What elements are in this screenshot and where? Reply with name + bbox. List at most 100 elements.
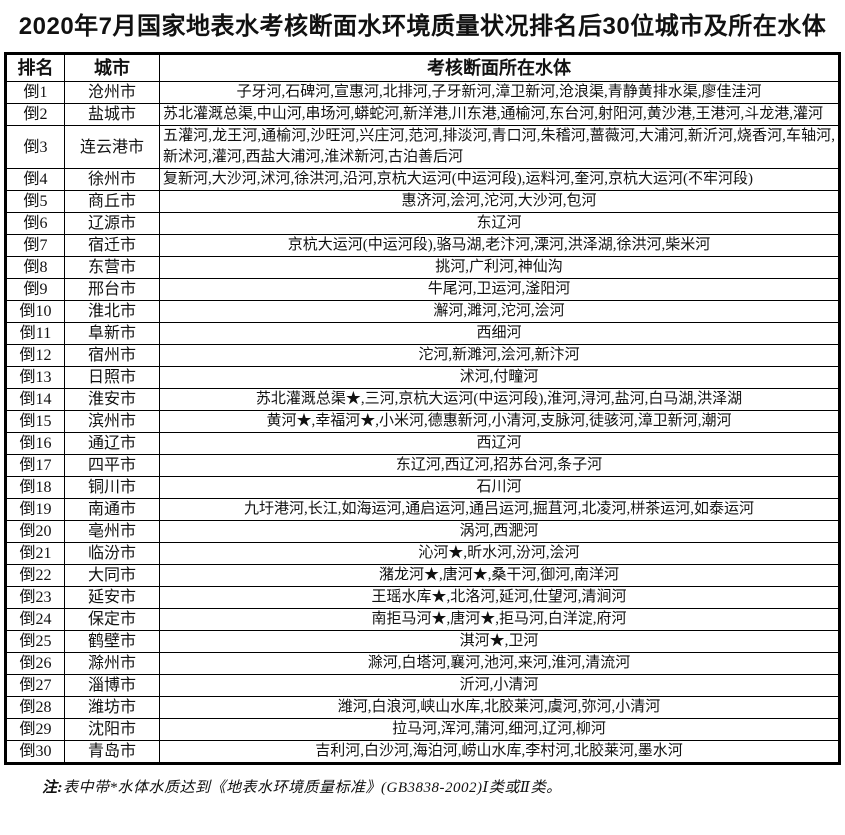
rank-cell: 倒9 — [5, 278, 65, 301]
rank-cell: 倒10 — [5, 300, 65, 323]
waters-cell: 石川河 — [159, 476, 840, 499]
city-cell: 阜新市 — [64, 322, 160, 345]
table-row: 倒22 大同市 潴龙河★,唐河★,桑干河,御河,南洋河 — [5, 564, 840, 587]
table-row: 倒13 日照市 沭河,付疃河 — [5, 366, 840, 389]
city-cell: 青岛市 — [64, 740, 160, 764]
table-row: 倒15 滨州市 黄河★,幸福河★,小米河,德惠新河,小清河,支脉河,徒骇河,漳卫新河… — [5, 410, 840, 433]
table-row: 倒2 盐城市 苏北灌溉总渠,中山河,串场河,蟒蛇河,新洋港,川东港,通榆河,东台河,… — [5, 103, 840, 126]
rank-cell: 倒7 — [5, 234, 65, 257]
city-cell: 淄博市 — [64, 674, 160, 697]
waters-cell: 沱河,新濉河,浍河,新汴河 — [159, 344, 840, 367]
table-row: 倒6 辽源市 东辽河 — [5, 212, 840, 235]
footnote: 注:表中带*水体水质达到《地表水环境质量标准》(GB3838-2002)Ⅰ类或Ⅱ… — [42, 778, 841, 798]
waters-cell: 涡河,西淝河 — [159, 520, 840, 543]
rank-cell: 倒20 — [5, 520, 65, 543]
table-row: 倒11 阜新市 西细河 — [5, 322, 840, 345]
table-row: 倒8 东营市 挑河,广利河,神仙沟 — [5, 256, 840, 279]
rank-cell: 倒13 — [5, 366, 65, 389]
table-row: 倒7 宿迁市 京杭大运河(中运河段),骆马湖,老汴河,溧河,洪泽湖,徐洪河,柴米河 — [5, 234, 840, 257]
table-row: 倒23 延安市 王瑶水库★,北洛河,延河,仕望河,清涧河 — [5, 586, 840, 609]
waters-cell: 吉利河,白沙河,海泊河,崂山水库,李村河,北胶莱河,墨水河 — [159, 740, 840, 764]
waters-cell: 苏北灌溉总渠,中山河,串场河,蟒蛇河,新洋港,川东港,通榆河,东台河,射阳河,黄… — [159, 103, 840, 126]
city-cell: 通辽市 — [64, 432, 160, 455]
table-row: 倒9 邢台市 牛尾河,卫运河,滏阳河 — [5, 278, 840, 301]
city-cell: 邢台市 — [64, 278, 160, 301]
header-waters: 考核断面所在水体 — [159, 53, 840, 82]
rank-cell: 倒1 — [5, 81, 65, 104]
rank-cell: 倒25 — [5, 630, 65, 653]
city-cell: 沈阳市 — [64, 718, 160, 741]
rank-cell: 倒27 — [5, 674, 65, 697]
city-cell: 亳州市 — [64, 520, 160, 543]
rank-cell: 倒4 — [5, 168, 65, 191]
city-cell: 日照市 — [64, 366, 160, 389]
city-cell: 连云港市 — [64, 125, 160, 169]
table-row: 倒21 临汾市 沁河★,昕水河,汾河,浍河 — [5, 542, 840, 565]
city-cell: 滁州市 — [64, 652, 160, 675]
city-cell: 盐城市 — [64, 103, 160, 126]
rank-cell: 倒18 — [5, 476, 65, 499]
rank-cell: 倒26 — [5, 652, 65, 675]
waters-cell: 南拒马河★,唐河★,拒马河,白洋淀,府河 — [159, 608, 840, 631]
rank-cell: 倒15 — [5, 410, 65, 433]
rank-cell: 倒24 — [5, 608, 65, 631]
city-cell: 东营市 — [64, 256, 160, 279]
table-row: 倒19 南通市 九圩港河,长江,如海运河,通启运河,通吕运河,掘苴河,北凌河,栟茶运… — [5, 498, 840, 521]
rank-cell: 倒28 — [5, 696, 65, 719]
city-cell: 滨州市 — [64, 410, 160, 433]
waters-cell: 潴龙河★,唐河★,桑干河,御河,南洋河 — [159, 564, 840, 587]
rank-cell: 倒21 — [5, 542, 65, 565]
waters-cell: 九圩港河,长江,如海运河,通启运河,通吕运河,掘苴河,北凌河,栟茶运河,如泰运河 — [159, 498, 840, 521]
waters-cell: 复新河,大沙河,沭河,徐洪河,沿河,京杭大运河(中运河段),运料河,奎河,京杭大… — [159, 168, 840, 191]
rank-cell: 倒2 — [5, 103, 65, 126]
waters-cell: 潍河,白浪河,峡山水库,北胶莱河,虞河,弥河,小清河 — [159, 696, 840, 719]
rank-cell: 倒16 — [5, 432, 65, 455]
city-cell: 潍坊市 — [64, 696, 160, 719]
table-row: 倒27 淄博市 沂河,小清河 — [5, 674, 840, 697]
city-cell: 鹤壁市 — [64, 630, 160, 653]
table-row: 倒16 通辽市 西辽河 — [5, 432, 840, 455]
rank-cell: 倒11 — [5, 322, 65, 345]
table-row: 倒26 滁州市 滁河,白塔河,襄河,池河,来河,淮河,清流河 — [5, 652, 840, 675]
city-cell: 南通市 — [64, 498, 160, 521]
waters-cell: 五灌河,龙王河,通榆河,沙旺河,兴庄河,范河,排淡河,青口河,朱稽河,蔷薇河,大… — [159, 125, 840, 169]
city-cell: 宿州市 — [64, 344, 160, 367]
water-quality-table: 排名 城市 考核断面所在水体 倒1 沧州市 子牙河,石碑河,宣惠河,北排河,子牙新河… — [4, 52, 841, 765]
table-row: 倒24 保定市 南拒马河★,唐河★,拒马河,白洋淀,府河 — [5, 608, 840, 631]
waters-cell: 京杭大运河(中运河段),骆马湖,老汴河,溧河,洪泽湖,徐洪河,柴米河 — [159, 234, 840, 257]
rank-cell: 倒19 — [5, 498, 65, 521]
table-row: 倒14 淮安市 苏北灌溉总渠★,三河,京杭大运河(中运河段),淮河,浔河,盐河,白马… — [5, 388, 840, 411]
rank-cell: 倒8 — [5, 256, 65, 279]
table-row: 倒25 鹤壁市 淇河★,卫河 — [5, 630, 840, 653]
header-rank: 排名 — [5, 53, 65, 82]
city-cell: 大同市 — [64, 564, 160, 587]
city-cell: 沧州市 — [64, 81, 160, 104]
waters-cell: 西细河 — [159, 322, 840, 345]
city-cell: 辽源市 — [64, 212, 160, 235]
table-row: 倒18 铜川市 石川河 — [5, 476, 840, 499]
waters-cell: 西辽河 — [159, 432, 840, 455]
rank-cell: 倒30 — [5, 740, 65, 764]
waters-cell: 沁河★,昕水河,汾河,浍河 — [159, 542, 840, 565]
waters-cell: 澥河,濉河,沱河,浍河 — [159, 300, 840, 323]
table-row: 倒10 淮北市 澥河,濉河,沱河,浍河 — [5, 300, 840, 323]
waters-cell: 东辽河,西辽河,招苏台河,条子河 — [159, 454, 840, 477]
rank-cell: 倒6 — [5, 212, 65, 235]
rank-cell: 倒29 — [5, 718, 65, 741]
table-row: 倒12 宿州市 沱河,新濉河,浍河,新汴河 — [5, 344, 840, 367]
city-cell: 徐州市 — [64, 168, 160, 191]
city-cell: 淮北市 — [64, 300, 160, 323]
page-title: 2020年7月国家地表水考核断面水环境质量状况排名后30位城市及所在水体 — [18, 13, 827, 40]
waters-cell: 拉马河,浑河,蒲河,细河,辽河,柳河 — [159, 718, 840, 741]
city-cell: 延安市 — [64, 586, 160, 609]
city-cell: 保定市 — [64, 608, 160, 631]
table-row: 倒3 连云港市 五灌河,龙王河,通榆河,沙旺河,兴庄河,范河,排淡河,青口河,朱稽河… — [5, 125, 840, 169]
table-row: 倒30 青岛市 吉利河,白沙河,海泊河,崂山水库,李村河,北胶莱河,墨水河 — [5, 740, 840, 764]
table-row: 倒17 四平市 东辽河,西辽河,招苏台河,条子河 — [5, 454, 840, 477]
waters-cell: 挑河,广利河,神仙沟 — [159, 256, 840, 279]
waters-cell: 滁河,白塔河,襄河,池河,来河,淮河,清流河 — [159, 652, 840, 675]
city-cell: 商丘市 — [64, 190, 160, 213]
table-row: 倒4 徐州市 复新河,大沙河,沭河,徐洪河,沿河,京杭大运河(中运河段),运料河,奎… — [5, 168, 840, 191]
rank-cell: 倒17 — [5, 454, 65, 477]
city-cell: 临汾市 — [64, 542, 160, 565]
